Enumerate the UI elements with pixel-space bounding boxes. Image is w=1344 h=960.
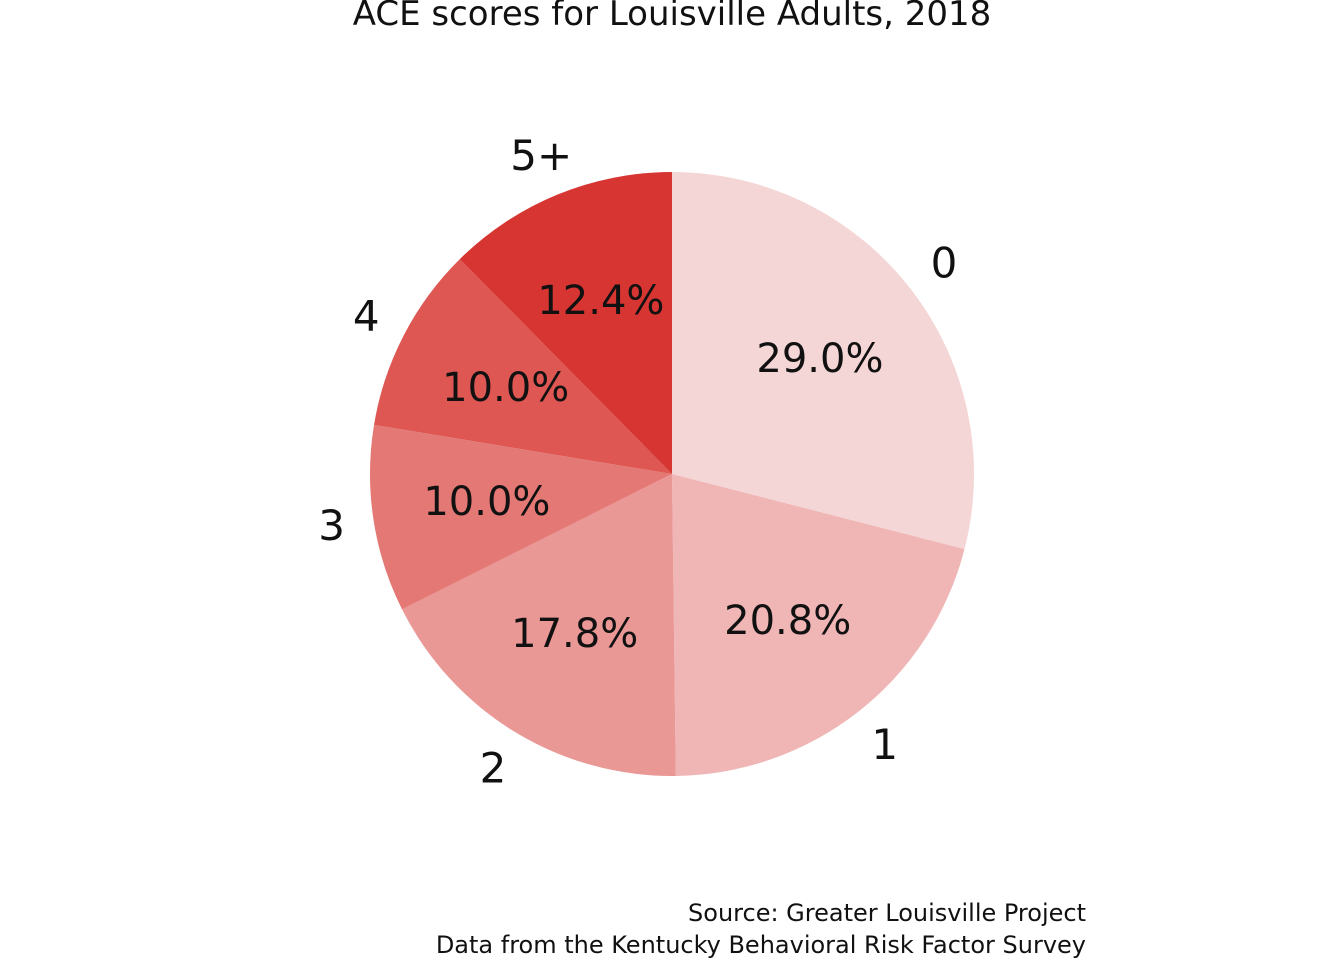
pie-value-label: 17.8% bbox=[511, 611, 638, 657]
pie-value-labels: 29.0% 20.8% 17.8% 10.0% 10.0% 12.4% bbox=[423, 278, 883, 657]
pie-category-label: 3 bbox=[318, 501, 345, 550]
pie-category-label: 4 bbox=[353, 291, 380, 340]
data-source-note: Data from the Kentucky Behavioral Risk F… bbox=[435, 931, 1086, 959]
pie-category-label: 1 bbox=[871, 720, 898, 769]
pie-slice-1 bbox=[672, 474, 965, 776]
pie-slice-3 bbox=[369, 424, 672, 610]
pie-category-label: 5+ bbox=[510, 131, 572, 180]
pie-slice-2 bbox=[402, 474, 676, 776]
pie-value-label: 20.8% bbox=[724, 598, 851, 644]
source-note: Source: Greater Louisville Project bbox=[688, 899, 1086, 927]
pie-category-label: 2 bbox=[480, 744, 507, 793]
pie-value-label: 10.0% bbox=[442, 365, 569, 411]
pie-category-labels: 0 1 2 3 4 5+ bbox=[318, 131, 957, 793]
pie-slices bbox=[369, 172, 974, 776]
pie-category-label: 0 bbox=[931, 238, 958, 287]
pie-slice-5-plus bbox=[459, 172, 672, 474]
pie-value-label: 10.0% bbox=[423, 479, 550, 525]
pie-value-label: 12.4% bbox=[537, 278, 664, 324]
pie-slice-4 bbox=[374, 259, 672, 474]
pie-slice-0 bbox=[672, 172, 974, 550]
pie-value-label: 29.0% bbox=[756, 336, 883, 382]
chart-title: ACE scores for Louisville Adults, 2018 bbox=[352, 0, 992, 34]
